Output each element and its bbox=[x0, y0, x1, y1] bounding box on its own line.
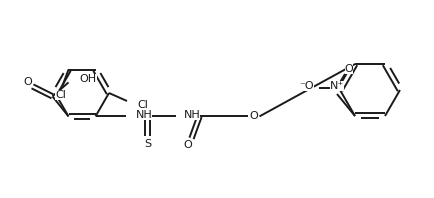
Text: O: O bbox=[345, 64, 353, 74]
Text: OH: OH bbox=[79, 74, 97, 84]
Text: S: S bbox=[144, 139, 151, 149]
Text: O: O bbox=[249, 111, 258, 121]
Text: Cl: Cl bbox=[137, 100, 148, 110]
Text: N⁺: N⁺ bbox=[330, 81, 344, 91]
Text: Cl: Cl bbox=[55, 90, 66, 100]
Text: O: O bbox=[23, 77, 32, 87]
Text: NH: NH bbox=[135, 110, 152, 120]
Text: NH: NH bbox=[184, 110, 200, 120]
Text: O: O bbox=[183, 140, 192, 150]
Text: ⁻O: ⁻O bbox=[300, 81, 314, 91]
